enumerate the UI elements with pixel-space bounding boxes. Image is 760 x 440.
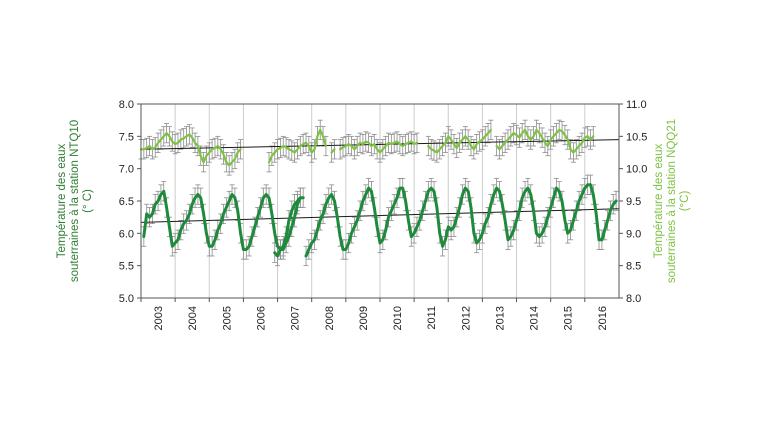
y-left-tick-label-7.5: 7.5 [119, 131, 134, 143]
axis-ticks: 2003 2004 2005 2006 2007 2008 2009 2010 2011 2012… [119, 99, 648, 330]
series-left-segment-2 [304, 183, 618, 258]
x-tick-label-2006: 2006 [255, 306, 267, 330]
x-tick-label-2004: 2004 [187, 306, 199, 330]
x-tick-label-2010: 2010 [392, 306, 404, 330]
x-tick-label-2003: 2003 [153, 306, 165, 330]
x-tick-label-2008: 2008 [324, 306, 336, 330]
y-left-tick-label-8.0: 8.0 [119, 99, 134, 111]
y-right-tick-label-10.5: 10.5 [626, 131, 647, 143]
x-tick-label-2014: 2014 [529, 306, 541, 330]
y-left-tick-label-6.5: 6.5 [119, 196, 134, 208]
y-left-tick-label-5.0: 5.0 [119, 293, 134, 305]
y-left-tick-label-6.0: 6.0 [119, 228, 134, 240]
series-left-segment-1 [273, 196, 302, 258]
x-tick-label-2007: 2007 [290, 306, 302, 330]
y-right-tick-label-10.0: 10.0 [626, 164, 647, 176]
series-right-segment-5 [495, 128, 595, 154]
x-tick-label-2016: 2016 [597, 306, 609, 330]
series-left-segment-0 [142, 189, 305, 251]
y-left-tick-label-7.0: 7.0 [119, 164, 134, 176]
y-left-tick-label-5.5: 5.5 [119, 261, 134, 273]
y-right-tick-label-9.5: 9.5 [626, 196, 641, 208]
x-tick-label-2005: 2005 [221, 306, 233, 330]
y-right-tick-label-9.0: 9.0 [626, 228, 641, 240]
x-tick-label-2011: 2011 [426, 306, 438, 330]
series-right-segment-4 [427, 128, 492, 154]
y-right-tick-label-8.0: 8.0 [626, 293, 641, 305]
series-right-segment-2 [330, 148, 336, 154]
series-right-segment-3 [339, 140, 419, 154]
y-axis-right-label: Température des eauxsouterraines à la st… [653, 119, 691, 283]
series-right-segment-0 [139, 132, 242, 167]
x-tick-label-2012: 2012 [460, 306, 472, 330]
x-tick-label-2009: 2009 [358, 306, 370, 330]
data-series [139, 128, 618, 258]
error-bars [138, 119, 619, 267]
y-axis-left-label: Température des eauxsouterraines à la st… [56, 120, 94, 282]
x-tick-label-2013: 2013 [494, 306, 506, 330]
y-right-tick-label-8.5: 8.5 [626, 261, 641, 273]
series-right-segment-1 [267, 128, 327, 164]
y-right-tick-label-11.0: 11.0 [626, 99, 647, 111]
x-tick-label-2015: 2015 [563, 306, 575, 330]
